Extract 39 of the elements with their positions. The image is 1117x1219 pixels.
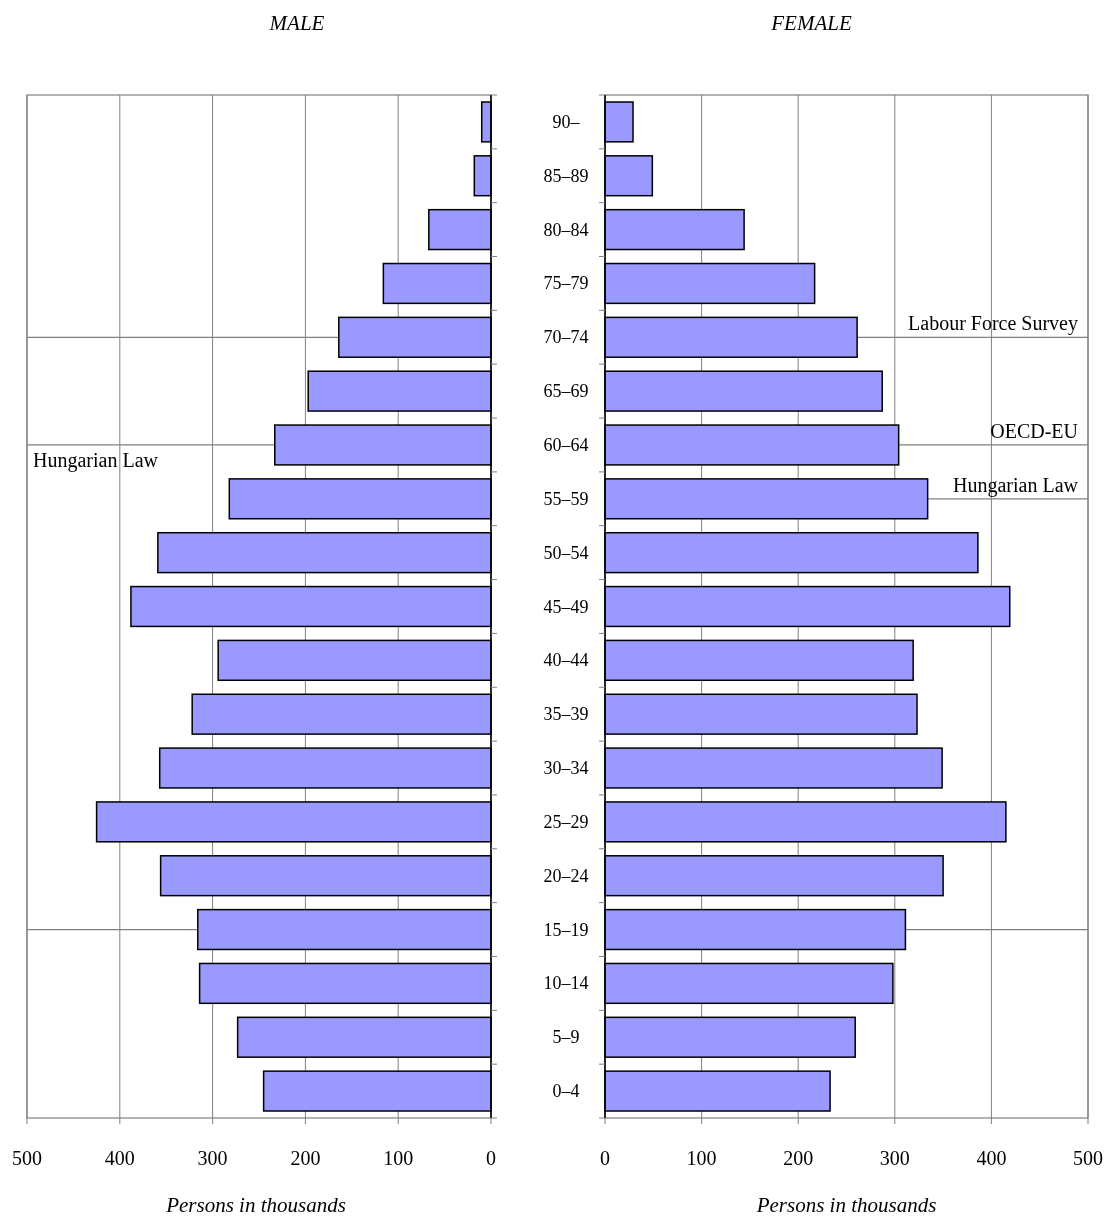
- y-tick-label: 65–69: [543, 381, 589, 402]
- y-tick-label: 80–84: [543, 219, 589, 240]
- y-tick-label: 25–29: [543, 811, 589, 832]
- y-tick-label: 85–89: [543, 165, 589, 186]
- x-tick-label: 500: [1073, 1147, 1103, 1169]
- x-tick-label: 100: [383, 1147, 414, 1169]
- y-tick-label: 55–59: [543, 488, 589, 509]
- y-tick-label: 90–: [552, 111, 581, 132]
- x-axis-title: Persons in thousands: [755, 1193, 937, 1217]
- y-tick-label: 75–79: [543, 273, 589, 294]
- ref-line-label: Labour Force Survey: [908, 312, 1078, 336]
- x-tick-label: 400: [104, 1147, 135, 1169]
- y-tick-label: 45–49: [543, 596, 589, 617]
- y-tick-label: 20–24: [543, 865, 589, 886]
- y-tick-label: 30–34: [543, 758, 589, 779]
- x-axis-title: Persons in thousands: [165, 1193, 346, 1217]
- x-tick-label: 200: [783, 1147, 814, 1169]
- y-tick-label: 70–74: [543, 327, 589, 348]
- x-tick-label: 200: [290, 1147, 321, 1169]
- x-tick-label: 0: [486, 1147, 496, 1169]
- y-tick-label: 0–4: [552, 1081, 580, 1102]
- y-tick-label: 5–9: [552, 1027, 580, 1048]
- x-tick-label: 300: [197, 1147, 228, 1169]
- y-tick-label: 40–44: [543, 650, 589, 671]
- y-tick-label: 35–39: [543, 704, 589, 725]
- x-tick-label: 500: [12, 1147, 42, 1169]
- y-tick-label: 10–14: [543, 973, 589, 994]
- x-tick-label: 300: [879, 1147, 910, 1169]
- y-tick-label: 60–64: [543, 434, 589, 455]
- x-tick-label: 0: [600, 1147, 610, 1169]
- ref-line-label: Hungarian Law: [953, 473, 1079, 497]
- chart-title: MALE: [268, 11, 325, 35]
- ref-line-label: OECD-EU: [990, 419, 1079, 442]
- chart-title: FEMALE: [770, 11, 852, 35]
- x-tick-label: 400: [976, 1147, 1007, 1169]
- y-tick-label: 50–54: [543, 542, 589, 563]
- x-tick-label: 100: [686, 1147, 717, 1169]
- y-tick-label: 15–19: [543, 919, 589, 940]
- ref-line-label: Hungarian Law: [33, 448, 159, 472]
